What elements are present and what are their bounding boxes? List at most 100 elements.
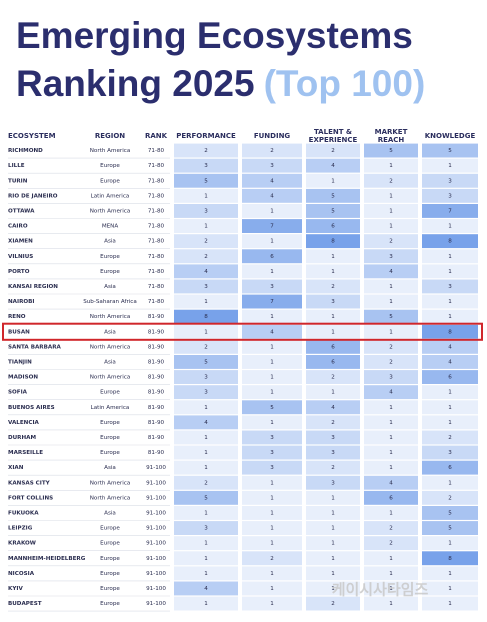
ecosystem: MADISON bbox=[8, 375, 38, 381]
score-cell bbox=[242, 279, 302, 294]
score-cell bbox=[422, 490, 478, 505]
watermark: 케이시사타임즈 bbox=[332, 581, 429, 599]
region: Europe bbox=[100, 526, 120, 532]
title-line: Ranking 2025 (Top 100) bbox=[16, 63, 425, 104]
ecosystem: LEIPZIG bbox=[8, 526, 33, 532]
region: Europe bbox=[100, 556, 120, 562]
score-cell bbox=[364, 490, 418, 505]
score-cell bbox=[242, 264, 302, 279]
score: 3 bbox=[331, 480, 335, 486]
score: 4 bbox=[448, 359, 452, 365]
score-cell bbox=[422, 294, 478, 309]
ecosystem: DURHAM bbox=[8, 435, 37, 441]
score: 5 bbox=[389, 148, 393, 154]
score: 1 bbox=[204, 465, 208, 471]
score-cell bbox=[364, 445, 418, 460]
ecosystem: XIAMEN bbox=[8, 239, 33, 245]
region: Europe bbox=[100, 269, 120, 275]
score: 6 bbox=[331, 359, 335, 365]
score-cell bbox=[364, 234, 418, 249]
score: 1 bbox=[448, 586, 452, 592]
rank: 71-80 bbox=[148, 284, 165, 290]
ecosystem: BUSAN bbox=[8, 329, 30, 335]
header-line: EXPERIENCE bbox=[309, 136, 358, 144]
score-cell bbox=[422, 506, 478, 520]
column-header: ECOSYSTEM bbox=[8, 132, 56, 140]
score-cell bbox=[174, 370, 238, 384]
score: 3 bbox=[331, 450, 335, 456]
score: 1 bbox=[448, 405, 452, 411]
score: 2 bbox=[270, 148, 274, 154]
score-cell bbox=[364, 596, 418, 611]
region: Sub-Saharan Africa bbox=[83, 299, 137, 305]
score: 1 bbox=[448, 480, 452, 486]
score: 2 bbox=[389, 344, 393, 350]
rank: 91-100 bbox=[146, 601, 166, 607]
ecosystem: BUDAPEST bbox=[8, 601, 42, 607]
score-cell bbox=[174, 294, 238, 309]
rank: 91-100 bbox=[146, 556, 166, 562]
ecosystem: MANNHEIM-HEIDELBERG bbox=[8, 556, 86, 562]
score: 1 bbox=[448, 269, 452, 275]
score-cell bbox=[306, 355, 360, 369]
score-cell bbox=[364, 370, 418, 384]
score: 1 bbox=[270, 420, 274, 426]
score-cell bbox=[242, 460, 302, 475]
score: 3 bbox=[204, 390, 208, 396]
score: 4 bbox=[270, 193, 274, 199]
region: Europe bbox=[100, 254, 120, 260]
score: 1 bbox=[389, 224, 393, 230]
score: 3 bbox=[270, 284, 274, 290]
ecosystem: VALENCIA bbox=[8, 420, 40, 426]
score: 4 bbox=[448, 344, 452, 350]
score: 3 bbox=[270, 163, 274, 169]
score: 1 bbox=[389, 556, 393, 562]
rank: 81-90 bbox=[148, 405, 165, 411]
rank: 81-90 bbox=[148, 450, 165, 456]
score: 1 bbox=[448, 571, 452, 577]
score-cell bbox=[242, 339, 302, 354]
score: 3 bbox=[448, 178, 452, 184]
score: 1 bbox=[204, 224, 208, 230]
region: MENA bbox=[102, 224, 119, 230]
header-line: PERFORMANCE bbox=[176, 132, 236, 140]
score: 2 bbox=[204, 254, 208, 260]
score-cell bbox=[422, 249, 478, 264]
score: 2 bbox=[331, 375, 335, 381]
rank: 71-80 bbox=[148, 208, 165, 214]
score: 1 bbox=[331, 571, 335, 577]
region: North America bbox=[90, 208, 131, 214]
score-cell bbox=[306, 234, 360, 249]
score-cell bbox=[306, 188, 360, 203]
score: 2 bbox=[204, 344, 208, 350]
score-cell bbox=[364, 521, 418, 535]
score-cell bbox=[364, 188, 418, 203]
score-cell bbox=[364, 385, 418, 400]
score: 1 bbox=[331, 556, 335, 562]
score-cell bbox=[364, 536, 418, 551]
score-cell bbox=[422, 143, 478, 158]
score: 8 bbox=[448, 239, 452, 245]
score: 1 bbox=[270, 390, 274, 396]
score-cell bbox=[242, 234, 302, 249]
ecosystem: VILNIUS bbox=[8, 254, 33, 260]
score-cell bbox=[364, 204, 418, 218]
column-header: FUNDING bbox=[254, 132, 291, 140]
score: 2 bbox=[389, 526, 393, 532]
score-cell bbox=[174, 249, 238, 264]
score-cell bbox=[174, 339, 238, 354]
ecosystem: FUKUOKA bbox=[8, 510, 39, 516]
score-cell bbox=[364, 158, 418, 173]
region: Latin America bbox=[91, 405, 130, 411]
score: 2 bbox=[331, 601, 335, 607]
score: 3 bbox=[389, 254, 393, 260]
score: 1 bbox=[270, 541, 274, 547]
score: 1 bbox=[204, 299, 208, 305]
score-cell bbox=[364, 400, 418, 415]
column-header: MARKET REACH bbox=[375, 128, 408, 144]
score-cell bbox=[306, 551, 360, 566]
score-cell bbox=[422, 521, 478, 535]
score: 5 bbox=[448, 510, 452, 516]
score-cell bbox=[364, 581, 418, 596]
